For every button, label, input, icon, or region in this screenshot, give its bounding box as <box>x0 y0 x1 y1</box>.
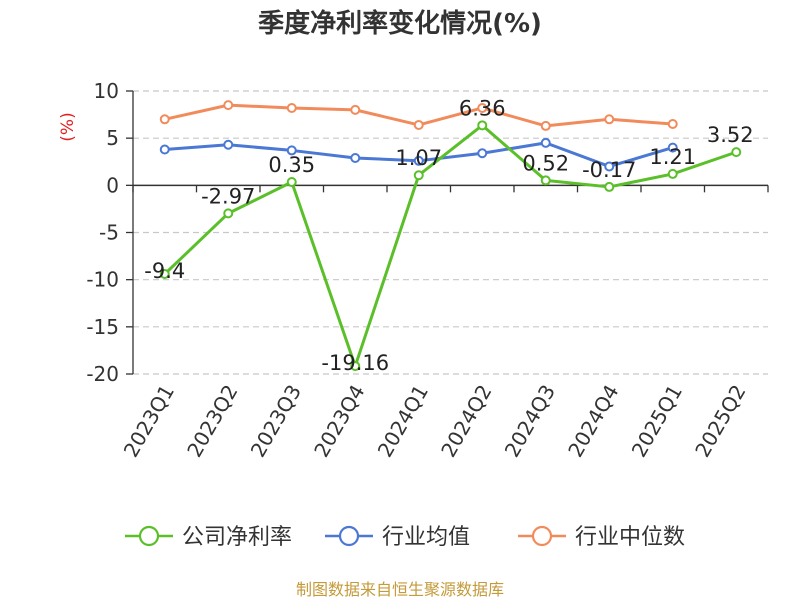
chart-title: 季度净利率变化情况(%) <box>258 8 542 39</box>
data-point <box>223 208 234 219</box>
x-tick-label: 2024Q1 <box>373 381 433 462</box>
data-point <box>286 177 297 188</box>
data-point <box>223 100 234 111</box>
data-point <box>159 114 170 125</box>
legend-marker <box>531 525 553 547</box>
data-point <box>286 102 297 113</box>
series-line <box>163 123 737 368</box>
data-label: -19.16 <box>321 351 389 375</box>
legend: 公司净利率 行业均值 行业中位数 <box>125 525 685 550</box>
legend-label: 行业均值 <box>382 525 470 550</box>
y-tick-label: -10 <box>86 268 119 292</box>
data-point <box>350 361 361 372</box>
data-point <box>159 269 170 280</box>
y-tick-label: 5 <box>106 126 119 150</box>
data-label: -9.4 <box>144 259 185 283</box>
x-tick-label: 2024Q3 <box>500 381 560 462</box>
y-tick-label: 10 <box>94 79 119 103</box>
data-label: -2.97 <box>201 184 255 208</box>
legend-marker <box>138 525 160 547</box>
y-tick-label: -15 <box>86 315 119 339</box>
data-point <box>604 161 615 172</box>
data-point <box>223 139 234 150</box>
legend-label: 行业中位数 <box>575 525 685 550</box>
data-point <box>286 145 297 156</box>
data-point <box>350 104 361 115</box>
data-point <box>413 155 424 166</box>
data-point <box>604 181 615 192</box>
data-labels: -9.4 -2.97 0.35 -19.16 1.07 6.36 0.52 -0.17 1.21… <box>144 96 753 375</box>
data-label: 3.52 <box>707 123 754 147</box>
y-tick-label: -5 <box>99 221 119 245</box>
data-point <box>477 102 488 113</box>
x-tick-label: 2023Q2 <box>182 381 242 462</box>
data-point <box>540 120 551 131</box>
source-note: 制图数据来自恒生聚源数据库 <box>296 580 504 599</box>
data-point <box>604 114 615 125</box>
x-tick-label: 2023Q3 <box>246 381 306 462</box>
grid-lines <box>133 90 768 375</box>
y-tick-label: -20 <box>86 362 119 386</box>
data-point <box>477 120 488 131</box>
data-point <box>667 119 678 130</box>
legend-label: 公司净利率 <box>182 525 292 550</box>
data-point <box>159 144 170 155</box>
data-point <box>667 142 678 153</box>
data-point <box>667 168 678 179</box>
x-tick-label: 2024Q4 <box>563 381 623 462</box>
data-point <box>477 148 488 159</box>
x-tick-label: 2023Q4 <box>309 381 369 462</box>
y-tick-label: 0 <box>106 173 119 197</box>
data-point <box>413 119 424 130</box>
data-label: 1.21 <box>649 145 696 169</box>
y-axis-label: (%) <box>58 112 78 141</box>
x-tick-label: 2023Q1 <box>119 381 179 462</box>
data-label: 0.35 <box>268 153 315 177</box>
x-tick-label: 2024Q2 <box>436 381 496 462</box>
data-label: 1.07 <box>395 146 442 170</box>
data-label: -0.17 <box>582 158 636 182</box>
data-point <box>413 170 424 181</box>
x-tick-label: 2025Q1 <box>627 381 687 462</box>
data-label: 6.36 <box>459 96 506 120</box>
data-point <box>731 147 742 158</box>
x-tick-label: 2025Q2 <box>690 381 750 462</box>
data-point <box>540 137 551 148</box>
legend-marker <box>338 525 360 547</box>
data-point <box>540 175 551 186</box>
data-point <box>350 152 361 163</box>
series-lines <box>159 100 742 372</box>
data-label: 0.52 <box>522 151 569 175</box>
